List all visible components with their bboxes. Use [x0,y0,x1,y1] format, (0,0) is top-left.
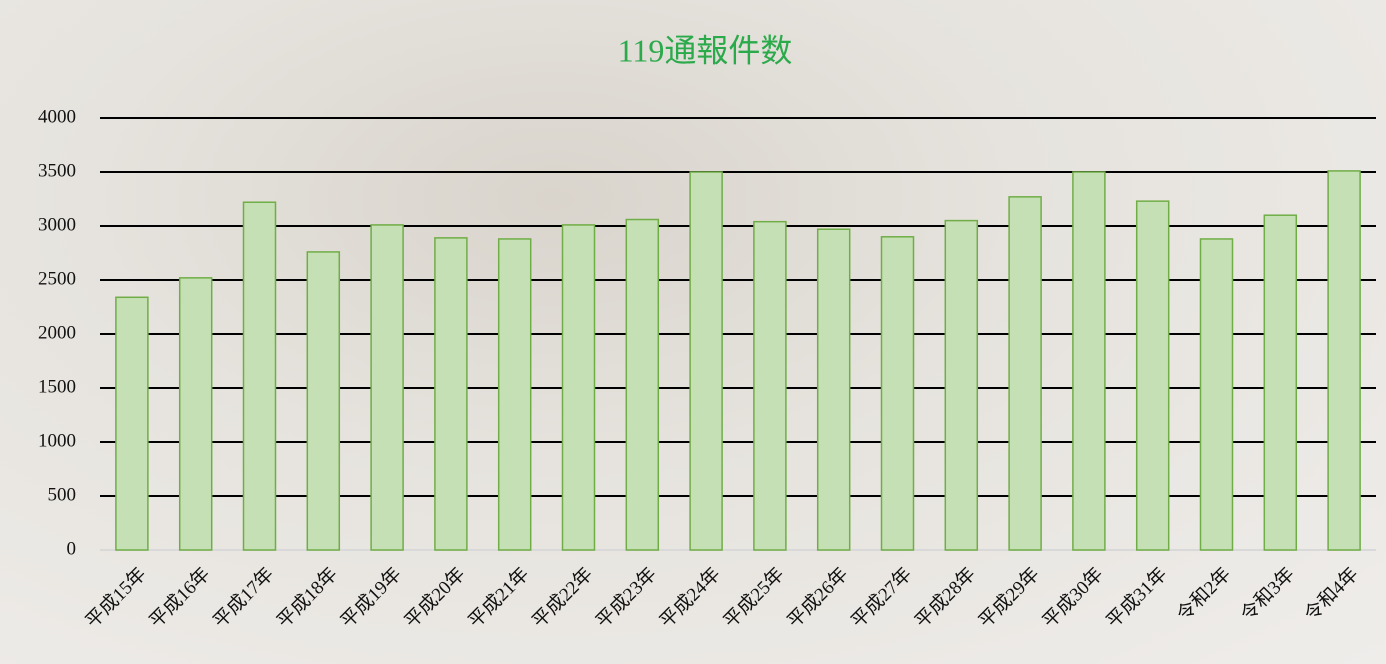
bar [1073,172,1105,550]
page: {"chart_data": {"type": "bar", "title": … [0,0,1386,664]
bar [563,225,595,550]
bar [626,220,658,550]
bar [499,239,531,550]
x-tick-label: 平成24年 [655,563,724,632]
bar [945,221,977,550]
y-tick-label: 0 [67,538,77,559]
chart: 119通報件数 0 500 1000 1500 2000 2500 3000 3500 4000… [0,0,1386,664]
x-tick-label: 平成18年 [273,563,342,632]
x-tick-label: 令和4年 [1300,563,1363,626]
bar [1137,201,1169,550]
bar [116,297,148,550]
y-tick-label: 500 [48,484,77,505]
x-tick-label: 平成17年 [209,563,278,632]
bar [180,278,212,550]
bar [1201,239,1233,550]
bar [818,229,850,550]
x-tick-label: 平成31年 [1102,563,1171,632]
bar [307,252,339,550]
bar [244,202,276,550]
bar [1264,215,1296,550]
y-tick-label: 2000 [38,322,76,343]
bar [882,237,914,550]
x-tick-label: 令和2年 [1173,563,1236,626]
x-tick-label: 平成26年 [783,563,852,632]
x-tick-label: 平成30年 [1038,563,1107,632]
y-tick-label: 3500 [38,160,76,181]
chart-title: 119通報件数 [618,32,793,68]
x-tick-label: 平成23年 [592,563,661,632]
x-tick-label: 平成15年 [81,563,150,632]
x-tick-label: 平成29年 [974,563,1043,632]
x-tick-label: 平成27年 [847,563,916,632]
x-tick-label: 平成28年 [911,563,980,632]
bar [690,172,722,550]
x-tick-label: 平成16年 [145,563,214,632]
x-tick-label: 平成21年 [464,563,533,632]
y-tick-label: 3000 [38,214,76,235]
bar [1328,171,1360,550]
y-tick-label: 1000 [38,430,76,451]
bar [754,222,786,550]
x-tick-label: 平成19年 [336,563,405,632]
y-tick-label: 4000 [38,106,76,127]
y-tick-label: 2500 [38,268,76,289]
bar [371,225,403,550]
bar [1009,197,1041,550]
x-tick-label: 令和3年 [1236,563,1299,626]
x-tick-label: 平成22年 [528,563,597,632]
x-tick-label: 平成20年 [400,563,469,632]
x-tick-label: 平成25年 [719,563,788,632]
y-tick-label: 1500 [38,376,76,397]
bar [435,238,467,550]
